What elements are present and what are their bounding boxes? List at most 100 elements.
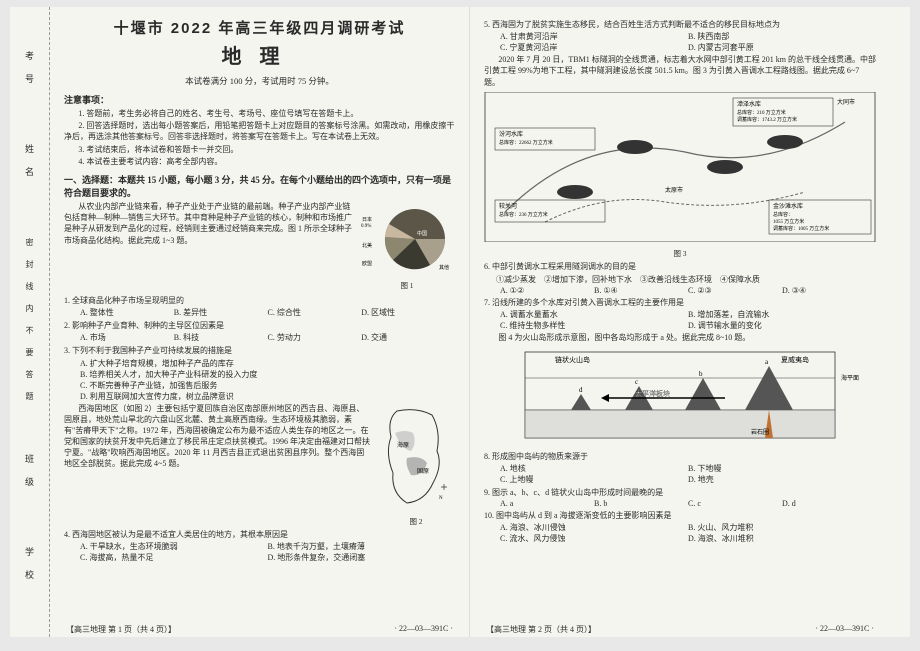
svg-text:其他: 其他 (439, 264, 449, 271)
opt: D. 调节输水量的变化 (688, 320, 876, 331)
fig3-caption: 图 3 (484, 248, 876, 259)
q7-stem: 7. 沿线所建的多个水库对引黄入晋调水工程的主要作用是 (484, 297, 876, 308)
svg-text:北美: 北美 (362, 242, 372, 249)
opt: A. 地核 (500, 463, 688, 474)
svg-text:总库容：: 总库容： (773, 211, 793, 218)
figure-3-map: 漳泽水库 总库容：210 万立方米 调蓄库容：1743.2 万立方米 大同市 汾… (484, 92, 876, 242)
opt: D. 地形条件复杂，交通闭塞 (268, 552, 456, 563)
opt: C. 宁夏黄河沿岸 (500, 42, 688, 53)
page-1: 十堰市 2022 年高三年级四月调研考试 地理 本试卷满分 100 分，考试用时… (50, 7, 470, 637)
svg-text:d: d (579, 386, 583, 394)
opt: B. 培养相关人才，加大种子产业科研发的投入力度 (80, 369, 455, 380)
spine-label: 学校 (23, 547, 36, 593)
svg-text:中国: 中国 (417, 230, 427, 237)
spine-label: 姓名 (23, 144, 36, 190)
fig1-caption: 图 1 (359, 280, 455, 291)
opt: A. 整体性 (80, 307, 174, 318)
q6-stem: 6. 中部引黄调水工程采用隧洞调水的目的是 (484, 261, 876, 272)
q2-stem: 2. 影响种子产业育种、制种的主导区位因素是 (64, 320, 455, 331)
svg-text:a: a (765, 358, 769, 366)
svg-text:欧盟: 欧盟 (362, 260, 372, 267)
svg-text:N: N (439, 496, 443, 501)
spine-inner: 密 封 线 内 不 要 答 题 (24, 238, 35, 406)
svg-text:夏威夷岛: 夏威夷岛 (781, 355, 809, 364)
svg-text:c: c (635, 378, 638, 386)
svg-text:较关河: 较关河 (499, 202, 517, 210)
figure-4-volcano: 海平面 d c b a 链状火山岛 夏威夷岛 太平洋板块 岩石圈 (484, 348, 876, 444)
fig2-caption: 图 2 (377, 516, 455, 527)
svg-text:调蓄库容：1743.2 万立方米: 调蓄库容：1743.2 万立方米 (737, 116, 797, 123)
opt: A. 干旱缺水，生态环境脆弱 (80, 541, 268, 552)
opt: D. 地壳 (688, 474, 876, 485)
opt: C. 综合性 (268, 307, 362, 318)
footer-page: 【高三地理 第 1 页（共 4 页）】 (66, 624, 176, 635)
q2-opts: A. 市场 B. 科技 C. 劳动力 D. 交通 (64, 332, 455, 343)
svg-text:大同市: 大同市 (837, 98, 855, 106)
q4-opts: A. 干旱缺水，生态环境脆弱 B. 地表千沟万壑，土壤瘠薄 C. 海拔高，热量不… (64, 541, 455, 563)
svg-text:漳泽水库: 漳泽水库 (737, 100, 761, 108)
opt: A. ①② (500, 286, 594, 295)
opt: C. 海拔高，热量不足 (80, 552, 268, 563)
opt: B. 地表千沟万壑，土壤瘠薄 (268, 541, 456, 552)
notice-item: 1. 答题前，考生务必将自己的姓名、考生号、考场号、座位号填写在答题卡上。 (64, 108, 455, 119)
q8-stem: 8. 形成图中岛屿的物质来源于 (484, 451, 876, 462)
opt: A. 调蓄水量蓄水 (500, 309, 688, 320)
binding-margin: 考号 姓名 密 封 线 内 不 要 答 题 班级 学校 (10, 7, 50, 637)
opt: D. 利用互联网加大宣传力度，树立品牌意识 (80, 391, 455, 402)
exam-paper: 考号 姓名 密 封 线 内 不 要 答 题 班级 学校 十堰市 2022 年高三… (10, 7, 910, 637)
opt: D. d (782, 499, 876, 508)
figure-2-map: 固原 海原 N 图 2 (377, 403, 455, 527)
subject: 地理 (64, 40, 455, 69)
footer-code: · 22—03—391C · (815, 624, 874, 635)
svg-text:金沙滩水库: 金沙滩水库 (773, 202, 803, 210)
opt: B. 陕西南部 (688, 31, 876, 42)
page2-footer: 【高三地理 第 2 页（共 4 页）】 · 22—03—391C · (470, 624, 890, 635)
passage: 图 4 为火山岛形成示意图，图中各岛均形成于 a 处。据此完成 8~10 题。 (484, 332, 876, 343)
svg-text:总库容：210 万立方米: 总库容：210 万立方米 (737, 109, 786, 116)
q4-stem: 4. 西海固地区被认为是最不适宜人类居住的地方，其根本原因是 (64, 529, 455, 540)
footer-page: 【高三地理 第 2 页（共 4 页）】 (486, 624, 596, 635)
page1-footer: 【高三地理 第 1 页（共 4 页）】 · 22—03—391C · (50, 624, 469, 635)
opt: B. 科技 (174, 332, 268, 343)
opt: B. 火山、风力堆积 (688, 522, 876, 533)
q6-sub: ①减少蒸发 ②增加下渗，回补地下水 ③改善沿线生态环境 ④保障水质 (484, 274, 876, 285)
svg-text:总库容：236 万立方米: 总库容：236 万立方米 (499, 211, 548, 218)
opt: D. ③④ (782, 286, 876, 295)
spine-label: 考号 (23, 51, 36, 97)
opt: A. 市场 (80, 332, 174, 343)
opt: C. 上地幔 (500, 474, 688, 485)
opt: D. 海浪、冰川堆积 (688, 533, 876, 544)
passage: 2020 年 7 月 20 日，TBM1 标隧洞的全线贯通，标志着大水网中部引黄… (484, 54, 876, 88)
q1-stem: 1. 全球商品化种子市场呈现明显的 (64, 295, 455, 306)
header-title: 十堰市 2022 年高三年级四月调研考试 (64, 17, 455, 38)
svg-text:岩石圈: 岩石圈 (751, 428, 769, 436)
svg-text:汾河水库: 汾河水库 (499, 130, 523, 138)
opt: C. c (688, 499, 782, 508)
opt: C. 流水、风力侵蚀 (500, 533, 688, 544)
svg-text:总库容：22662 万立方米: 总库容：22662 万立方米 (499, 139, 553, 146)
svg-text:太原市: 太原市 (665, 186, 683, 194)
opt: B. 增加落差，自流输水 (688, 309, 876, 320)
q9-opts: A. a B. b C. c D. d (484, 499, 876, 508)
notice-heading: 注意事项： (64, 93, 455, 106)
notice-item: 3. 考试结束后，将本试卷和答题卡一并交回。 (64, 144, 455, 155)
figure-1-pie: 日本 0.9% 北美 欧盟 其他 中国 图 1 (359, 203, 455, 291)
q3-opts: A. 扩大种子培育规模，增加种子产品的库存 B. 培养相关人才，加大种子产业科研… (64, 358, 455, 402)
svg-text:固原: 固原 (417, 468, 429, 475)
opt: C. 劳动力 (268, 332, 362, 343)
notice-item: 4. 本试卷主要考试内容：高考全部内容。 (64, 156, 455, 167)
opt: A. 扩大种子培育规模，增加种子产品的库存 (80, 358, 455, 369)
svg-text:太平洋板块: 太平洋板块 (635, 389, 670, 398)
footer-code: · 22—03—391C · (394, 624, 453, 635)
opt: D. 区域性 (361, 307, 455, 318)
q10-stem: 10. 图中岛屿从 d 到 a 海拔逐渐变低的主要影响因素是 (484, 510, 876, 521)
opt: B. ①④ (594, 286, 688, 295)
opt: C. 维持生物多样性 (500, 320, 688, 331)
svg-text:海原: 海原 (397, 441, 409, 449)
opt: C. ②③ (688, 286, 782, 295)
page-2: 5. 西海固为了脱贫实施生态移民，结合百姓生活方式判断最不适合的移民目标地点为 … (470, 7, 890, 637)
svg-text:日本: 日本 (362, 216, 372, 223)
q1-opts: A. 整体性 B. 差异性 C. 综合性 D. 区域性 (64, 307, 455, 318)
opt: D. 内蒙古河套平原 (688, 42, 876, 53)
svg-text:链状火山岛: 链状火山岛 (555, 355, 590, 364)
